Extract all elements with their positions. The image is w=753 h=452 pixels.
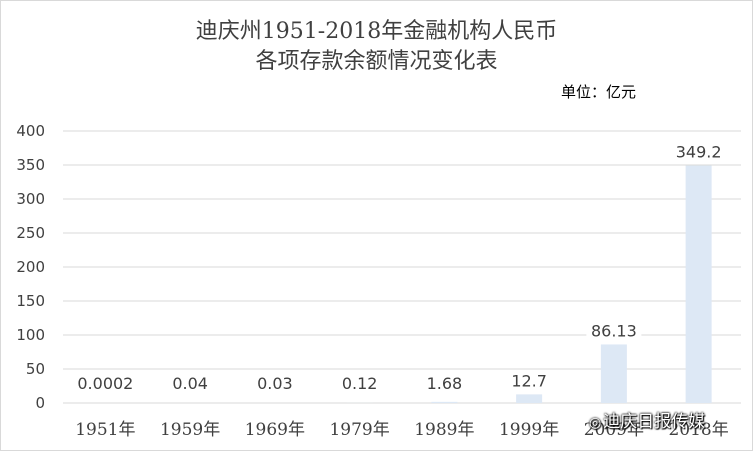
x-tick-label: 1979年	[329, 420, 389, 440]
x-tick-label: 1951年	[75, 420, 135, 440]
data-label: 0.04	[172, 374, 208, 393]
bar	[431, 402, 457, 403]
y-tick-label: 0	[35, 394, 45, 412]
watermark: ◎迪庆日报传媒	[589, 407, 705, 432]
bar	[601, 344, 627, 403]
y-tick-label: 250	[16, 224, 45, 242]
y-tick-label: 400	[16, 122, 45, 140]
y-tick-label: 350	[16, 156, 45, 174]
y-tick-label: 300	[16, 190, 45, 208]
x-tick-label: 1999年	[499, 420, 559, 440]
bar	[686, 166, 712, 403]
x-tick-label: 1959年	[160, 420, 220, 440]
y-tick-label: 100	[16, 326, 45, 344]
y-tick-label: 200	[16, 258, 45, 276]
data-label: 0.0002	[77, 374, 133, 393]
watermark-text: 迪庆日报传媒	[603, 412, 705, 432]
bar	[516, 394, 542, 403]
data-label: 1.68	[427, 374, 463, 393]
y-tick-label: 50	[26, 360, 45, 378]
data-label: 0.12	[342, 374, 378, 393]
y-tick-label: 150	[16, 292, 45, 310]
data-label: 12.7	[511, 371, 547, 390]
x-tick-label: 1989年	[414, 420, 474, 440]
x-tick-label: 1969年	[245, 420, 305, 440]
data-label: 0.03	[257, 374, 293, 393]
wechat-icon: ◎	[589, 415, 601, 431]
data-label: 349.2	[676, 143, 722, 162]
data-label: 86.13	[591, 321, 637, 340]
